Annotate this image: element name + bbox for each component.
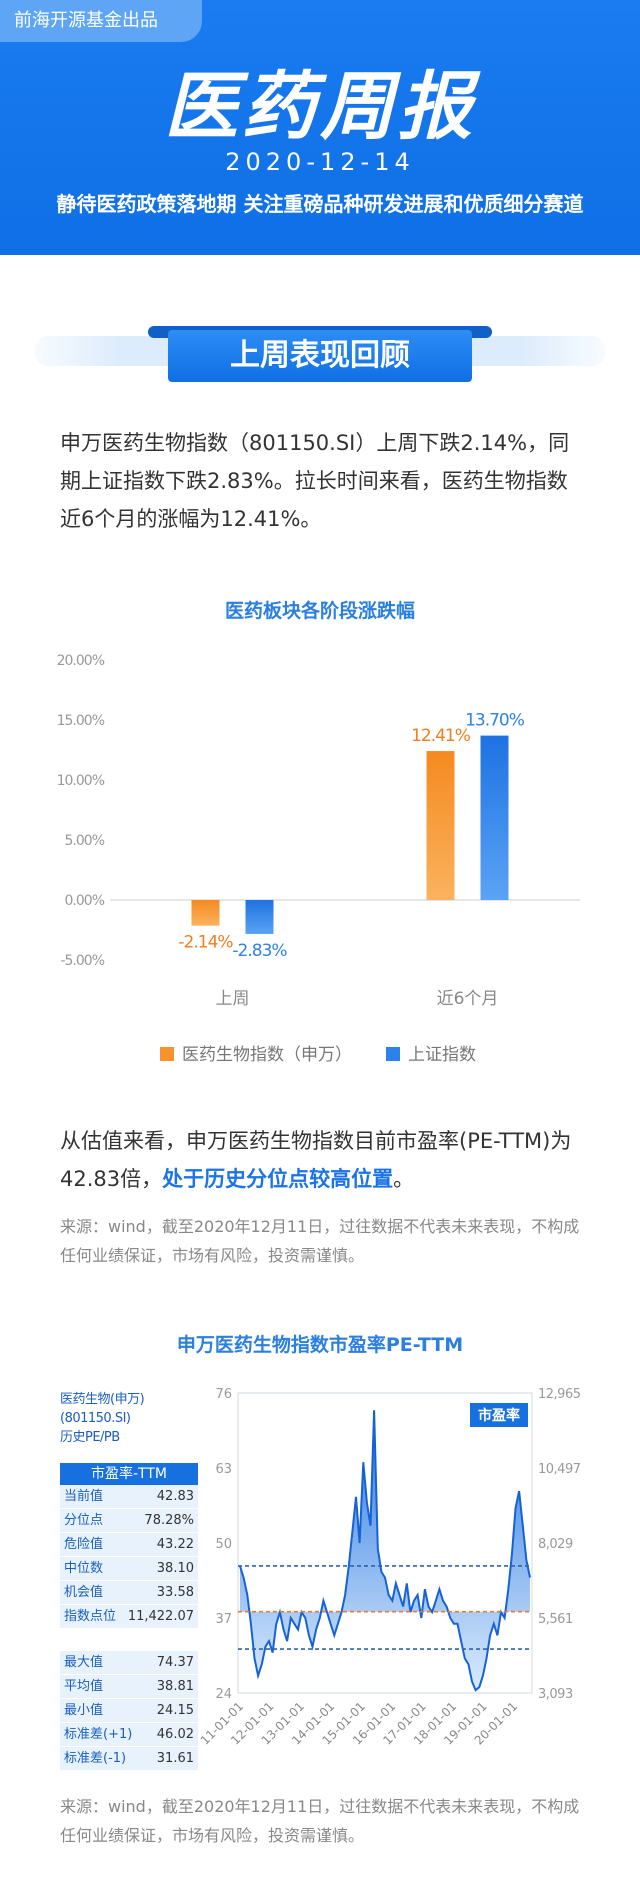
pe-table-heading-2: 历史PE/PB: [60, 1430, 120, 1445]
pe-table-row: 机会值 33.58: [60, 1581, 198, 1605]
pe-table-row: 标准差(-1) 31.61: [60, 1747, 198, 1771]
data-label: -2.83%: [232, 941, 287, 961]
legend-swatch-blue: [386, 1047, 400, 1061]
pe-row-key: 分位点: [64, 1513, 104, 1528]
pe-row-value: 31.61: [156, 1751, 194, 1766]
data-label: -2.14%: [178, 933, 233, 953]
pe-chart: 76 63 50 37 24 12,965 10,497 8,029 5,561 3,093 市盈率…: [200, 1387, 581, 1745]
summary-paragraph: 申万医药生物指数（801150.SI）上周下跌2.14%，同期上证指数下跌2.8…: [60, 431, 570, 531]
bar-chart-legend: 医药生物指数（申万） 上证指数: [0, 1040, 640, 1070]
valuation-text: 从估值来看，申万医药生物指数目前市盈率(PE-TTM)为42.83倍，: [60, 1129, 572, 1191]
pe-table-row: 指数点位 11,422.07: [60, 1605, 198, 1629]
pe-table-row: 最大值 74.37: [60, 1651, 198, 1675]
y-tick-label: 0.00%: [65, 893, 105, 909]
bar-chart-title: 医药板块各阶段涨跌幅: [224, 600, 415, 622]
pe-table-row: 分位点 78.28%: [60, 1509, 198, 1533]
legend-swatch-orange: [160, 1047, 174, 1061]
valuation-highlight: 处于历史分位点较高位置: [162, 1167, 394, 1191]
bar-chart: 20.00% 15.00% 10.00% 5.00% 0.00% -5.00% -2.14%…: [57, 653, 580, 1009]
pe-line: [239, 1410, 531, 1692]
pe-row-value: 42.83: [156, 1489, 194, 1504]
page-title: 医药周报: [164, 64, 476, 150]
pe-stats-table: 医药生物(申万) (801150.SI) 历史PE/PB 市盈率-TTM 当前值…: [60, 1390, 198, 1771]
data-label: 13.70%: [465, 711, 525, 731]
report-subtitle: 静待医药政策落地期 关注重磅品种研发进展和优质细分赛道: [56, 192, 584, 216]
pe-row-value: 38.81: [156, 1679, 194, 1694]
y-tick-label: 10.00%: [57, 773, 105, 789]
pe-row-key: 危险值: [64, 1537, 104, 1552]
y-tick-label: -5.00%: [60, 953, 104, 969]
x-category-label: 上周: [216, 989, 250, 1009]
pe-right-tick: 3,093: [538, 1687, 573, 1702]
pe-table-group-1: 当前值 42.83 分位点 78.28% 危险值 43.22 中位数 38.10 机会值 33.5…: [60, 1485, 198, 1629]
pe-row-key: 平均值: [64, 1679, 104, 1694]
pe-row-key: 标准差(+1): [64, 1727, 133, 1742]
pe-row-value: 46.02: [156, 1727, 194, 1742]
pe-table-row: 当前值 42.83: [60, 1485, 198, 1509]
pe-row-key: 最大值: [64, 1655, 104, 1670]
legend-item-sse: 上证指数: [386, 1040, 476, 1070]
source-note-2: 来源：wind，截至2020年12月11日，过往数据不代表未来表现，不构成任何业…: [60, 1797, 580, 1845]
legend-label-sse: 上证指数: [408, 1045, 476, 1065]
pe-table-row: 最小值 24.15: [60, 1699, 198, 1723]
y-tick-label: 20.00%: [57, 653, 105, 669]
pe-row-key: 最小值: [64, 1703, 104, 1718]
pe-table-row: 危险值 43.22: [60, 1533, 198, 1557]
bar: [245, 900, 274, 934]
pe-row-value: 33.58: [156, 1585, 194, 1600]
header-banner: 前海开源基金出品 医药周报 2020-12-14 静待医药政策落地期 关注重磅品…: [0, 0, 640, 255]
valuation-paragraph: 从估值来看，申万医药生物指数目前市盈率(PE-TTM)为42.83倍，处于历史分…: [60, 1122, 585, 1198]
publisher-tag: 前海开源基金出品: [0, 0, 202, 42]
pe-left-tick: 76: [215, 1387, 232, 1402]
pe-area: [240, 1410, 530, 1691]
pe-row-value: 74.37: [156, 1655, 194, 1670]
pe-right-tick: 8,029: [538, 1537, 573, 1552]
section-title: 上周表现回顾: [168, 330, 472, 382]
pe-table-header: 市盈率-TTM: [60, 1463, 198, 1485]
pe-table-heading-1: 医药生物(申万) (801150.SI): [60, 1392, 145, 1426]
pe-badge-label: 市盈率: [478, 1407, 520, 1424]
pe-row-key: 机会值: [64, 1585, 104, 1600]
pe-chart-title: 申万医药生物指数市盈率PE-TTM: [176, 1334, 464, 1356]
pe-row-value: 24.15: [156, 1703, 194, 1718]
y-tick-label: 15.00%: [57, 713, 105, 729]
pe-left-tick: 24: [215, 1687, 232, 1702]
pe-table-group-2: 最大值 74.37 平均值 38.81 最小值 24.15 标准差(+1) 46.02 标准差(…: [60, 1651, 198, 1771]
pe-plot-frame: [237, 1392, 533, 1694]
pe-row-key: 指数点位: [64, 1609, 117, 1624]
pe-row-value: 11,422.07: [127, 1609, 194, 1624]
pe-row-value: 43.22: [156, 1537, 194, 1552]
report-date: 2020-12-14: [225, 148, 415, 176]
pe-row-key: 中位数: [64, 1561, 104, 1576]
pe-left-tick: 37: [215, 1612, 232, 1627]
bar: [480, 735, 509, 900]
pe-row-value: 78.28%: [144, 1513, 194, 1528]
pe-table-row: 中位数 38.10: [60, 1557, 198, 1581]
pe-row-key: 当前值: [64, 1489, 104, 1504]
pe-row-key: 标准差(-1): [64, 1751, 127, 1766]
pe-badge: [470, 1403, 528, 1427]
pe-table-row: 平均值 38.81: [60, 1675, 198, 1699]
pe-right-tick: 5,561: [538, 1612, 573, 1627]
data-label: 12.41%: [411, 726, 471, 746]
legend-label-pharma: 医药生物指数（申万）: [182, 1045, 352, 1065]
pe-right-tick: 12,965: [538, 1387, 581, 1402]
x-category-label: 近6个月: [437, 989, 499, 1009]
pe-left-tick: 50: [215, 1537, 232, 1552]
pe-right-tick: 10,497: [538, 1462, 581, 1477]
bar: [191, 900, 220, 926]
y-tick-label: 5.00%: [65, 833, 105, 849]
bar: [426, 751, 455, 900]
valuation-end: 。: [393, 1167, 415, 1191]
legend-item-pharma: 医药生物指数（申万）: [160, 1040, 352, 1070]
pe-table-row: 标准差(+1) 46.02: [60, 1723, 198, 1747]
pe-left-tick: 63: [215, 1462, 232, 1477]
pe-table-gap: [60, 1629, 198, 1651]
source-note: 来源：wind，截至2020年12月11日，过往数据不代表未来表现，不构成任何业…: [60, 1217, 580, 1265]
pe-row-value: 38.10: [156, 1561, 194, 1576]
